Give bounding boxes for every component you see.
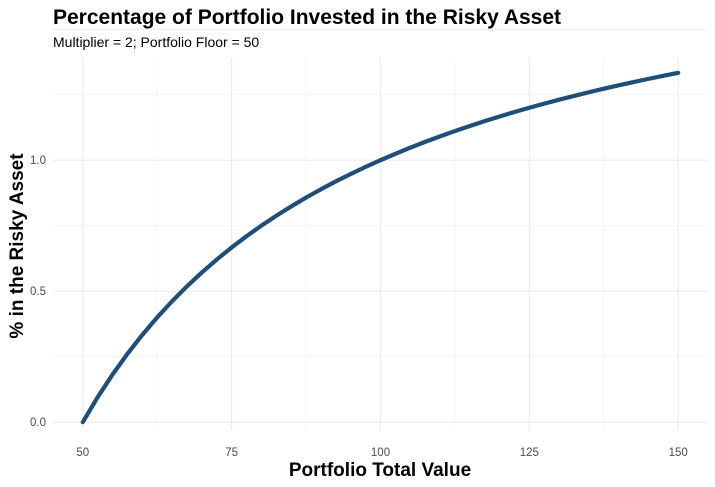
y-axis-title: % in the Risky Asset [7,153,28,339]
axis-ticks: 50 75 100 125 150 0.0 0.5 1.0 [30,155,688,459]
plot-area [80,70,681,425]
x-tick-label: 125 [520,447,539,459]
grid [53,28,708,430]
chart-subtitle: Multiplier = 2; Portfolio Floor = 50 [53,34,259,50]
y-tick-label: 0.0 [30,417,46,429]
x-tick-label: 50 [76,447,89,459]
x-tick-label: 75 [225,447,238,459]
y-tick-label: 1.0 [30,155,46,167]
x-axis-title: Portfolio Total Value [289,460,471,481]
x-tick-label: 150 [669,447,688,459]
series-line [80,70,681,425]
chart-title: Percentage of Portfolio Invested in the … [53,6,561,29]
y-tick-label: 0.5 [30,286,46,298]
x-tick-label: 100 [371,447,390,459]
